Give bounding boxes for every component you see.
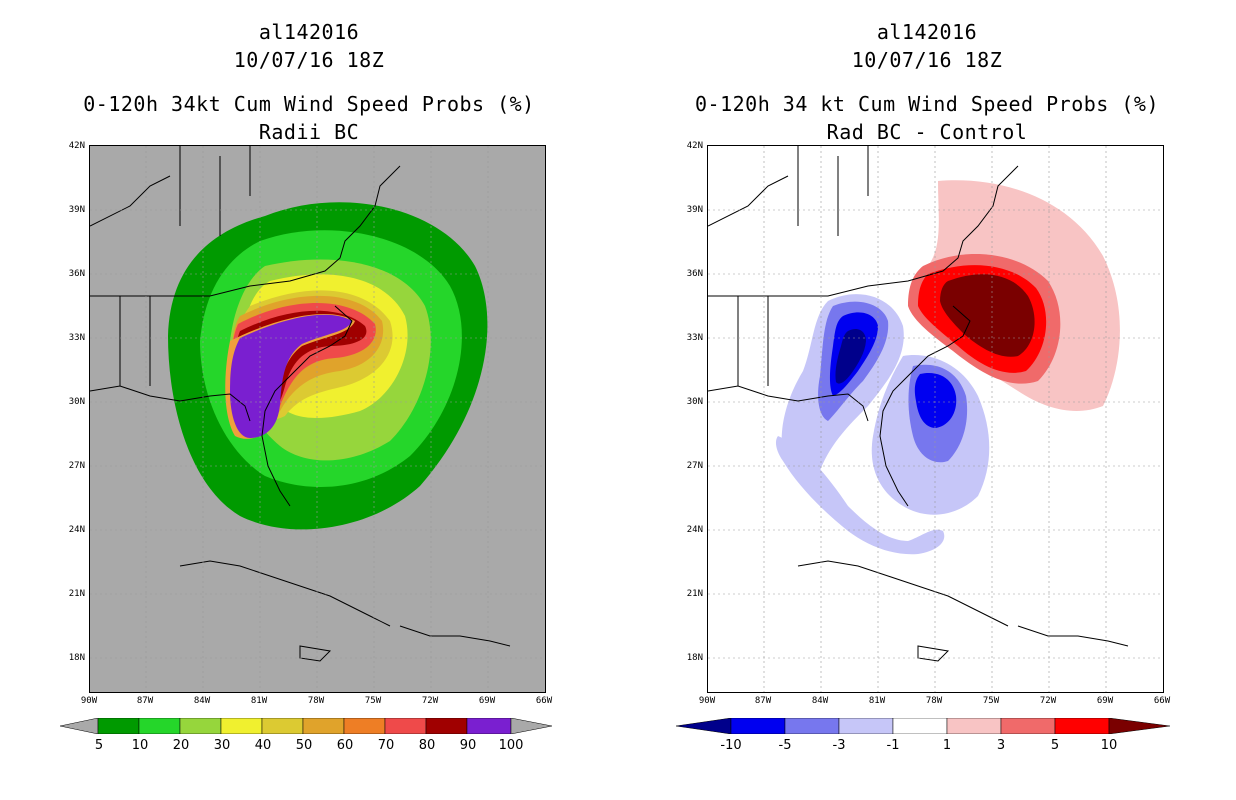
colorbar-label: 5 (1050, 738, 1060, 753)
lat-label: 27N (68, 461, 85, 471)
difference-map-svg (708, 146, 1163, 692)
panel-title: 0-120h 34kt Cum Wind Speed Probs (%) (83, 92, 535, 116)
colorbar-label: -10 (720, 738, 742, 753)
colorbar-label: 90 (459, 738, 477, 753)
colorbar-label: 1 (942, 738, 952, 753)
lon-label: 78W (925, 696, 943, 706)
colorbar-label: 5 (94, 738, 104, 753)
colorbar-svg (676, 718, 1170, 734)
lat-label: 24N (68, 525, 85, 535)
lat-label: 30N (68, 397, 85, 407)
coastlines (90, 146, 511, 662)
colorbar-label: 80 (418, 738, 436, 753)
lon-label: 75W (982, 696, 1000, 706)
difference-map (707, 145, 1164, 693)
colorbar-label: 30 (213, 738, 231, 753)
panel-title: 0-120h 34 kt Cum Wind Speed Probs (%) (694, 92, 1160, 116)
lat-label: 21N (68, 589, 85, 599)
datetime: 10/07/16 18Z (233, 48, 385, 72)
colorbar-label: 10 (131, 738, 149, 753)
storm-id: al142016 (876, 20, 978, 44)
panel-subtitle: Rad BC - Control (826, 120, 1028, 144)
lon-label: 81W (250, 696, 268, 706)
lon-label: 69W (478, 696, 496, 706)
lon-label: 87W (754, 696, 772, 706)
lon-label: 90W (80, 696, 98, 706)
lat-label: 42N (686, 141, 703, 151)
lon-label: 78W (307, 696, 325, 706)
right-panel: al142016 10/07/16 18Z 0-120h 34 kt Cum W… (618, 0, 1236, 800)
contour-100 (230, 314, 352, 438)
lon-label: 87W (136, 696, 154, 706)
colorbar (60, 718, 552, 734)
colorbar-label: 3 (996, 738, 1006, 753)
lat-label: 36N (68, 269, 85, 279)
colorbar-svg (60, 718, 552, 734)
lat-label: 33N (68, 333, 85, 343)
lat-label: 18N (68, 653, 85, 663)
lat-label: 39N (686, 205, 703, 215)
lat-label: 33N (686, 333, 703, 343)
colorbar-label: 100 (498, 738, 524, 753)
lon-label: 90W (698, 696, 716, 706)
panel-subtitle: Radii BC (258, 120, 360, 144)
colorbar-label: 10 (1100, 738, 1118, 753)
neg-5b (914, 372, 957, 428)
lon-label: 75W (364, 696, 382, 706)
colorbar-label: 20 (172, 738, 190, 753)
colorbar-label: -1 (886, 738, 900, 753)
lon-label: 66W (1153, 696, 1171, 706)
lat-label: 18N (686, 653, 703, 663)
gridlines (708, 146, 1163, 692)
lat-label: 39N (68, 205, 85, 215)
left-panel: al142016 10/07/16 18Z 0-120h 34kt Cum Wi… (60, 20, 553, 753)
neg-1c (775, 436, 945, 555)
lon-label: 84W (811, 696, 829, 706)
pos-10 (940, 274, 1035, 357)
colorbar-label: -5 (778, 738, 792, 753)
lon-label: 69W (1096, 696, 1114, 706)
lat-label: 24N (686, 525, 703, 535)
probability-map (89, 145, 546, 693)
lat-label: 42N (68, 141, 85, 151)
lat-label: 21N (686, 589, 703, 599)
storm-id: al142016 (258, 20, 360, 44)
lon-label: 81W (868, 696, 886, 706)
datetime: 10/07/16 18Z (851, 48, 1003, 72)
lat-label: 36N (686, 269, 703, 279)
lon-label: 66W (535, 696, 553, 706)
colorbar-label: 60 (336, 738, 354, 753)
probability-map-svg (90, 146, 545, 692)
colorbar-label: 50 (295, 738, 313, 753)
colorbar-label: -3 (832, 738, 846, 753)
lon-label: 72W (421, 696, 439, 706)
lon-label: 72W (1039, 696, 1057, 706)
lat-label: 30N (686, 397, 703, 407)
lon-label: 84W (193, 696, 211, 706)
gridlines (90, 146, 545, 692)
lat-label: 27N (686, 461, 703, 471)
coastlines (708, 146, 1129, 662)
colorbar (676, 718, 1170, 734)
colorbar-label: 70 (377, 738, 395, 753)
colorbar-label: 40 (254, 738, 272, 753)
neg-10 (835, 329, 866, 384)
